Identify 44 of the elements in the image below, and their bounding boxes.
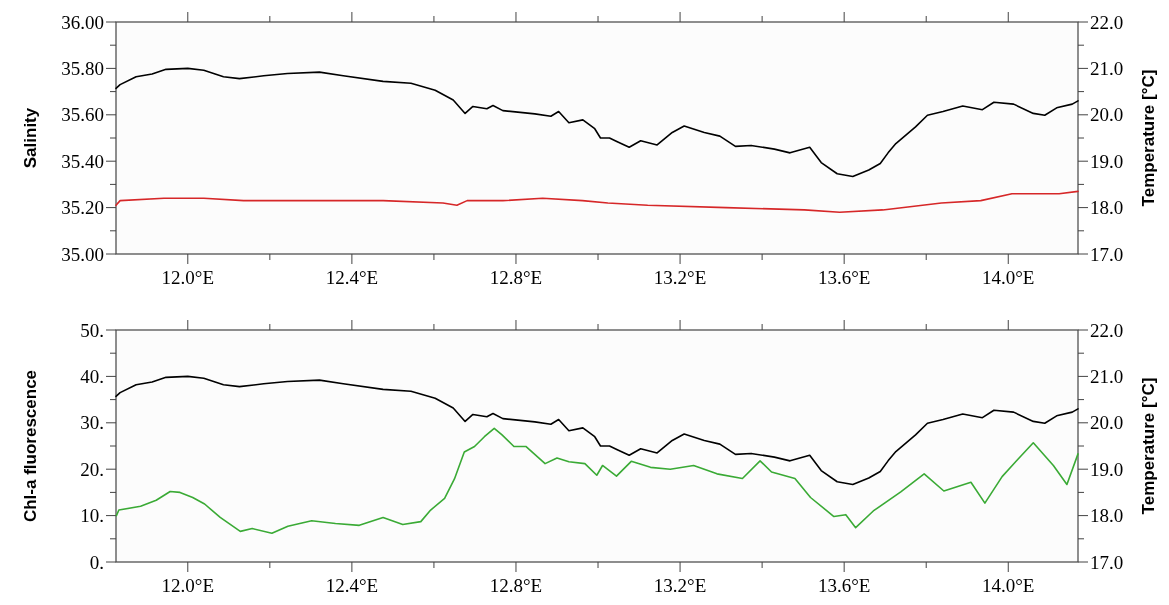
y-tick-label: 0.	[89, 551, 104, 573]
line-series	[115, 375, 1079, 486]
x-tick-label: 12.4°E	[325, 575, 379, 596]
x-tick-label: 13.6°E	[817, 575, 871, 596]
y-tick-label: 30.	[80, 412, 104, 434]
y-tick-label: 35.20	[61, 197, 104, 219]
y2-tick-label: 18.0	[1090, 505, 1124, 527]
x-tick-label: 14.0°E	[982, 267, 1035, 288]
y2-axis-title: Temperature [°C]	[1139, 69, 1158, 207]
y2-tick-label: 22.0	[1090, 319, 1124, 341]
x-tick-label: 14.0°E	[982, 575, 1035, 596]
x-tick-label: 12.0°E	[161, 267, 215, 288]
y2-tick-label: 17.0	[1090, 551, 1124, 573]
y-tick-label: 40.	[80, 366, 104, 388]
x-tick-label: 12.4°E	[325, 267, 379, 288]
y2-tick-label: 19.0	[1090, 150, 1124, 172]
y-tick-label: 20.	[80, 458, 104, 480]
y2-tick-label: 18.0	[1090, 197, 1124, 219]
x-tick-label: 13.2°E	[653, 575, 707, 596]
y2-tick-label: 21.0	[1090, 366, 1124, 388]
y2-tick-label: 17.0	[1090, 243, 1124, 265]
y2-tick-label: 19.0	[1090, 458, 1124, 480]
y2-tick-label: 20.0	[1090, 104, 1124, 126]
y-tick-label: 50.	[80, 319, 104, 341]
x-tick-label: 13.2°E	[653, 267, 707, 288]
y-tick-label: 35.60	[61, 104, 104, 126]
y-tick-label: 35.00	[61, 243, 104, 265]
y-axis-title: Chl-a fluorescence	[21, 369, 40, 523]
y-tick-label: 10.	[80, 505, 104, 527]
y2-tick-label: 22.0	[1090, 11, 1124, 33]
y-axis-title: Salinity	[21, 107, 40, 169]
x-tick-label: 12.0°E	[161, 575, 215, 596]
x-tick-label: 12.8°E	[489, 575, 543, 596]
line-series	[115, 190, 1079, 214]
y-tick-label: 35.40	[61, 150, 104, 172]
y2-tick-label: 21.0	[1090, 58, 1124, 80]
x-tick-label: 12.8°E	[489, 267, 543, 288]
y2-tick-label: 20.0	[1090, 412, 1124, 434]
y-tick-label: 35.80	[61, 58, 104, 80]
line-series	[115, 67, 1079, 178]
x-tick-label: 13.6°E	[817, 267, 871, 288]
y2-axis-title: Temperature [°C]	[1139, 377, 1158, 515]
line-series	[115, 427, 1079, 535]
y-tick-label: 36.00	[61, 11, 104, 33]
